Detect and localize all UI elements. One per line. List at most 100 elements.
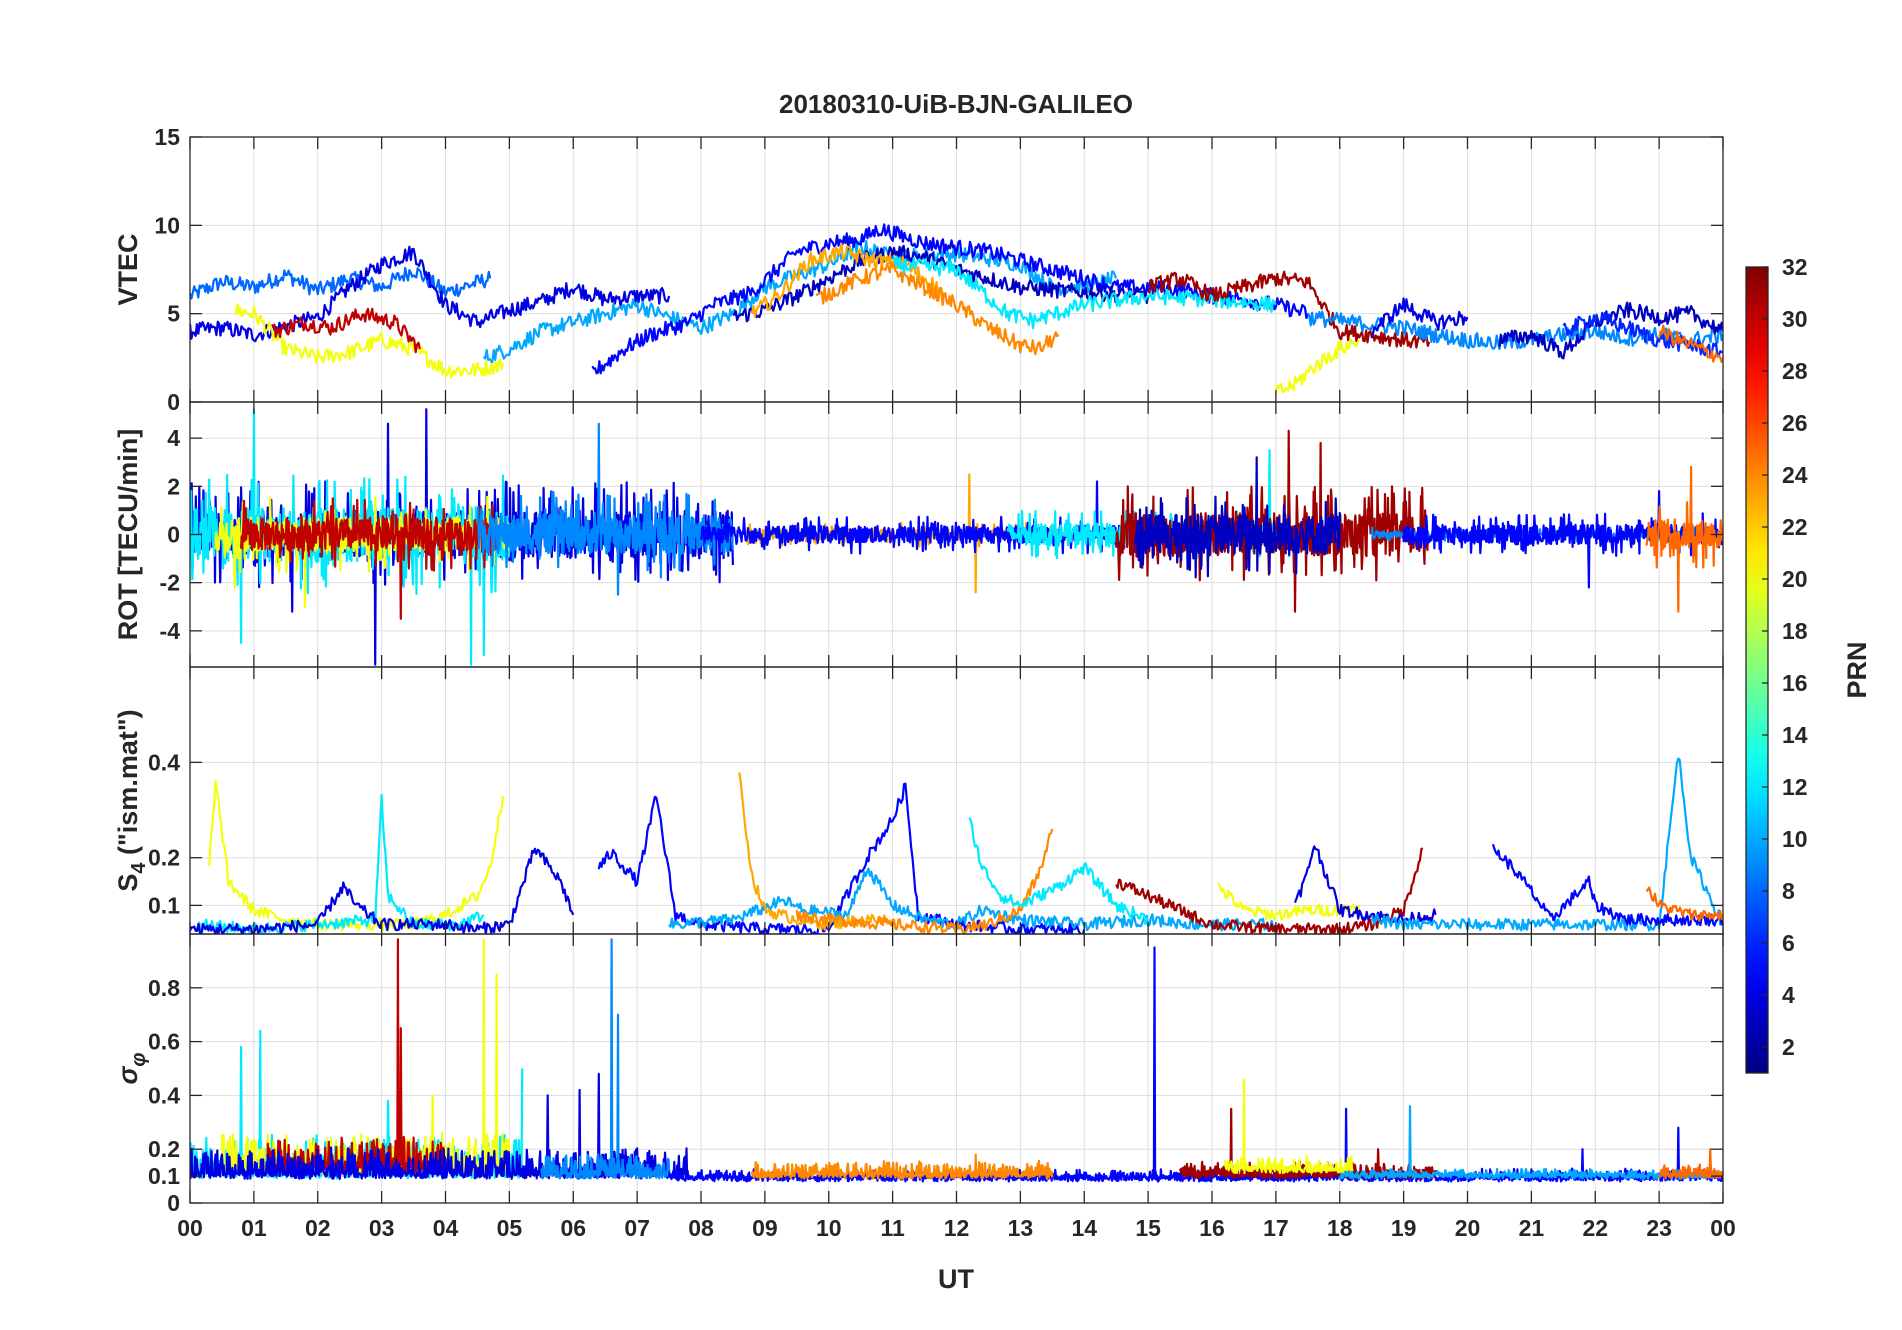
trace-prn-9 <box>476 422 734 596</box>
colorbar-tick-label: 6 <box>1782 930 1795 956</box>
x-tick-label: 00 <box>1710 1215 1736 1241</box>
y-tick-label: 0.2 <box>148 845 180 871</box>
trace-prn-4 <box>1370 297 1469 339</box>
trace-prn-9 <box>1306 310 1723 350</box>
trace-prn-25 <box>1645 465 1723 613</box>
y-tick-label: 0.6 <box>148 1029 180 1055</box>
y-tick-label: 15 <box>154 124 180 150</box>
y-tick-label: 4 <box>167 425 180 451</box>
trace-prn-24 <box>795 828 1054 934</box>
y-tick-label: 5 <box>167 301 180 327</box>
x-tick-label: 10 <box>816 1215 842 1241</box>
trace-prn-30 <box>240 497 498 620</box>
trace-prn-12 <box>195 793 485 934</box>
colorbar-tick-label: 10 <box>1782 826 1808 852</box>
x-tick-label: 22 <box>1582 1215 1608 1241</box>
colorbar-tick-label: 8 <box>1782 878 1795 904</box>
x-tick-label: 14 <box>1071 1215 1097 1241</box>
x-tick-label: 12 <box>944 1215 970 1241</box>
colorbar-tick-label: 16 <box>1782 670 1808 696</box>
colorbar-tick-label: 2 <box>1782 1034 1795 1060</box>
y-axis-label-vtec: VTEC <box>113 233 143 305</box>
trace-prn-31 <box>1147 270 1431 349</box>
y-tick-label: 0.4 <box>148 1082 180 1108</box>
x-tick-label: 06 <box>560 1215 586 1241</box>
trace-prn-3 <box>732 244 1150 323</box>
trace-prn-4 <box>190 245 671 343</box>
trace-prn-12 <box>892 255 1277 330</box>
colorbar-tick-label: 14 <box>1782 722 1808 748</box>
colorbar-tick-label: 26 <box>1782 410 1808 436</box>
x-tick-label: 23 <box>1646 1215 1672 1241</box>
x-tick-label: 19 <box>1391 1215 1417 1241</box>
y-axis-label-sigma: σφ <box>113 1053 150 1085</box>
trace-prn-24 <box>815 261 1060 356</box>
x-tick-label: 09 <box>752 1215 778 1241</box>
trace-prn-9 <box>540 938 671 1180</box>
x-tick-label: 00 <box>177 1215 203 1241</box>
x-tick-label: 18 <box>1327 1215 1353 1241</box>
colorbar-tick-label: 4 <box>1782 982 1795 1008</box>
x-tick-label: 03 <box>369 1215 395 1241</box>
trace-prn-5 <box>597 782 1086 934</box>
x-tick-label: 15 <box>1135 1215 1161 1241</box>
y-tick-label: 0.4 <box>148 749 180 775</box>
trace-prn-5 <box>668 946 1723 1183</box>
trace-prn-30 <box>271 307 421 354</box>
trace-prn-25 <box>1658 1148 1723 1180</box>
colorbar-tick-label: 24 <box>1782 462 1808 488</box>
trace-prn-4 <box>1293 845 1437 925</box>
trace-prn-5 <box>1491 843 1723 927</box>
trace-prn-6 <box>1562 311 1723 358</box>
y-tick-label: 0 <box>167 522 180 548</box>
x-tick-label: 20 <box>1455 1215 1481 1241</box>
panel-rot: -4 -2 0 2 4 ROT [TECU/min] <box>113 401 1724 668</box>
trace-prn-4 <box>190 1072 690 1180</box>
colorbar-tick-label: 12 <box>1782 774 1808 800</box>
trace-prn-25 <box>1645 886 1723 922</box>
traces-rot <box>190 408 1723 666</box>
y-tick-label: -2 <box>160 570 180 596</box>
trace-prn-24 <box>751 1153 1054 1180</box>
y-tick-label: 10 <box>154 212 180 238</box>
colorbar-tick-label: 18 <box>1782 618 1808 644</box>
y-tick-label: 0.8 <box>148 975 180 1001</box>
y-tick-label: 0.1 <box>148 892 180 918</box>
x-tick-label: 11 <box>880 1215 905 1241</box>
panel-s4: 0.1 0.2 0.4S4 ("ism.mat") <box>113 666 1724 935</box>
trace-prn-20 <box>1223 1078 1354 1175</box>
x-tick-label: 21 <box>1519 1215 1545 1241</box>
colorbar-tick-label: 30 <box>1782 306 1808 332</box>
traces-vtec <box>190 223 1723 395</box>
y-tick-label: 0.2 <box>148 1136 180 1162</box>
panel-vtec: 0 5 10 15 VTEC <box>113 124 1724 415</box>
trace-prn-20 <box>1217 882 1360 921</box>
x-tick-label: 01 <box>241 1215 267 1241</box>
x-tick-label: 16 <box>1199 1215 1225 1241</box>
trace-prn-10 <box>1370 757 1723 932</box>
colorbar-label: PRN <box>1842 641 1872 698</box>
x-tick-label: 07 <box>624 1215 650 1241</box>
chart-title: 20180310-UiB-BJN-GALILEO <box>779 89 1133 119</box>
trace-prn-23 <box>751 242 945 318</box>
trace-prn-20 <box>208 779 505 932</box>
x-axis-label: UT <box>938 1264 974 1294</box>
y-tick-label: 0.1 <box>148 1163 180 1189</box>
trace-prn-5 <box>591 223 1309 375</box>
traces-sigma <box>190 938 1723 1183</box>
x-tick-label: 08 <box>688 1215 714 1241</box>
x-tick-label: 17 <box>1263 1215 1289 1241</box>
trace-prn-3 <box>1134 456 1341 579</box>
x-tick-label: 04 <box>433 1215 459 1241</box>
colorbar-tick-label: 22 <box>1782 514 1808 540</box>
x-tick-label: 05 <box>497 1215 523 1241</box>
trace-prn-31 <box>1115 847 1424 934</box>
y-tick-label: 0 <box>167 1190 180 1216</box>
trace-prn-8 <box>190 266 492 300</box>
trace-prn-3 <box>1498 301 1723 360</box>
colorbar-tick-label: 20 <box>1782 566 1808 592</box>
trace-prn-20 <box>220 938 511 1175</box>
y-tick-label: 0 <box>167 389 180 415</box>
